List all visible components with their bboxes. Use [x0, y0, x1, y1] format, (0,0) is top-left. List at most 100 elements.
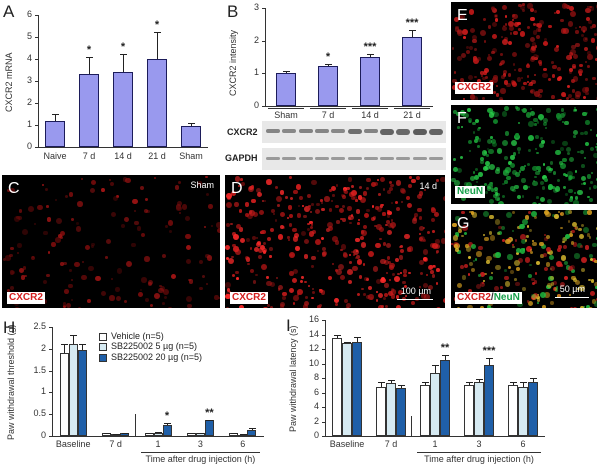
cell-signal [559, 281, 566, 288]
cell-signal [456, 28, 463, 35]
cell-signal [330, 199, 333, 203]
cell-signal [509, 154, 515, 160]
cell-signal [529, 248, 532, 252]
cell-signal [495, 252, 501, 258]
cell-signal [334, 240, 340, 245]
cell-signal [436, 179, 440, 183]
cell-signal [498, 63, 502, 67]
cell-signal [465, 45, 469, 49]
cell-signal [582, 111, 587, 117]
cell-signal [301, 276, 304, 279]
cell-signal [527, 186, 531, 189]
cell-signal [316, 249, 320, 253]
y-tick-mark [49, 436, 52, 437]
cell-signal [531, 46, 535, 50]
cell-signal [535, 135, 539, 139]
cell-signal [507, 73, 512, 78]
cell-signal [216, 222, 220, 228]
cell-signal [595, 146, 597, 153]
cell-signal [528, 135, 535, 142]
cell-signal [568, 67, 574, 72]
cell-signal [465, 244, 469, 248]
cell-signal [528, 210, 531, 214]
cell-signal [568, 176, 573, 180]
cell-signal [502, 69, 508, 74]
cell-signal [512, 229, 515, 232]
cell-signal [381, 203, 384, 207]
blot-band-cxcr2 [298, 129, 313, 133]
cell-signal [532, 29, 538, 35]
cell-signal [566, 5, 571, 10]
cell-signal [496, 231, 500, 234]
cell-signal [230, 223, 233, 226]
scale-bar-label: 100 µm [400, 286, 431, 296]
cell-signal [559, 147, 564, 152]
cell-signal [372, 266, 378, 272]
significance-marker: * [325, 50, 331, 63]
cell-signal [484, 272, 488, 276]
cell-signal [549, 160, 554, 165]
cell-signal [396, 295, 400, 299]
cell-signal [537, 93, 543, 99]
y-axis [265, 8, 266, 106]
cell-signal [593, 301, 597, 307]
cell-signal [595, 107, 597, 112]
cell-signal [500, 53, 503, 56]
cell-signal [425, 274, 428, 277]
cell-signal [292, 268, 298, 274]
cell-signal [573, 135, 576, 138]
cell-signal [76, 222, 80, 226]
y-axis [325, 320, 326, 436]
cell-signal [473, 47, 478, 52]
cell-signal [530, 83, 533, 86]
x-category-label: Sham [179, 151, 203, 161]
micrograph-c-condition: Sham [190, 180, 214, 190]
cell-signal [306, 228, 310, 232]
cell-signal [521, 3, 525, 7]
cell-signal [71, 217, 75, 221]
cell-signal [391, 202, 394, 205]
cell-signal [554, 287, 558, 291]
cell-signal [534, 123, 537, 126]
blot-band-gapdh [363, 157, 378, 160]
cell-signal [579, 234, 585, 240]
cell-signal [531, 41, 537, 47]
error-cap [325, 63, 332, 65]
x-axis-label: Time after drug injection (h) [145, 454, 256, 464]
cell-signal [303, 206, 310, 212]
cell-signal [266, 236, 272, 242]
cell-signal [570, 97, 576, 100]
cell-signal [46, 205, 49, 208]
cell-signal [594, 281, 597, 288]
cell-signal [584, 141, 590, 147]
cell-signal [443, 228, 445, 235]
y-tick-label: 2 [26, 97, 32, 107]
cell-signal [493, 91, 496, 94]
cell-signal [206, 255, 213, 261]
bar [440, 359, 450, 436]
blot-band-cxcr2 [412, 129, 427, 136]
cell-signal [395, 206, 400, 211]
cell-signal [519, 223, 526, 230]
y-tick-mark [35, 59, 38, 60]
cell-signal [311, 290, 316, 295]
cell-signal [462, 36, 466, 40]
cell-signal [197, 181, 203, 187]
cell-signal [176, 205, 183, 212]
cell-signal [512, 245, 515, 248]
western-blot [262, 121, 446, 171]
cell-signal [551, 74, 556, 78]
cell-signal [234, 249, 241, 255]
cell-signal [385, 220, 390, 225]
cell-signal [510, 269, 514, 274]
blot-band-gapdh [380, 157, 395, 160]
cell-signal [291, 227, 297, 233]
cell-signal [531, 211, 538, 218]
cell-signal [502, 24, 506, 27]
cell-signal [9, 187, 15, 193]
cell-signal [226, 201, 232, 208]
error-cap [121, 432, 129, 434]
cell-signal [388, 181, 392, 185]
bar [352, 341, 362, 436]
cell-signal [595, 57, 597, 62]
